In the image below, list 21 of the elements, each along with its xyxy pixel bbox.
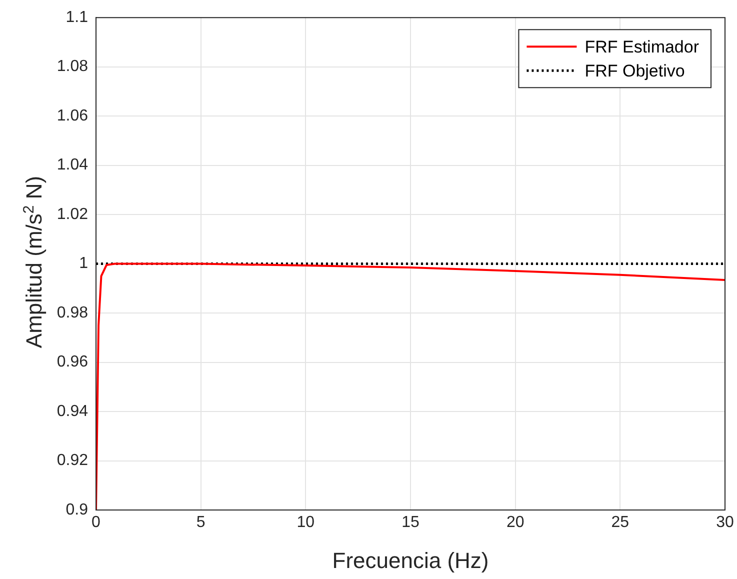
y-tick-label: 1.08 — [56, 58, 88, 76]
y-tick-label: 1.06 — [56, 107, 88, 124]
y-tick-label: 0.96 — [56, 354, 88, 371]
x-tick-label: 10 — [296, 514, 315, 532]
x-tick-label: 30 — [716, 514, 734, 532]
x-tick-label: 25 — [611, 514, 630, 532]
legend-label: FRF Estimador — [584, 37, 700, 56]
x-tick-label: 15 — [402, 514, 420, 532]
y-tick-label: 0.9 — [66, 501, 88, 518]
y-tick-label: 1 — [79, 255, 88, 272]
y-tick-label: 1.04 — [56, 156, 88, 174]
y-tick-label: 0.94 — [56, 402, 88, 420]
x-tick-label: 20 — [506, 514, 524, 532]
y-tick-label: 1.02 — [56, 206, 88, 223]
x-tick-label: 5 — [196, 514, 206, 532]
x-axis-title: Frecuencia (Hz) — [332, 548, 489, 573]
x-tick-label: 0 — [92, 514, 101, 532]
y-tick-label: 0.98 — [56, 304, 88, 322]
y-tick-label: 0.92 — [56, 452, 88, 470]
y-tick-label: 1.1 — [66, 9, 88, 26]
legend-label: FRF Objetivo — [584, 61, 685, 80]
